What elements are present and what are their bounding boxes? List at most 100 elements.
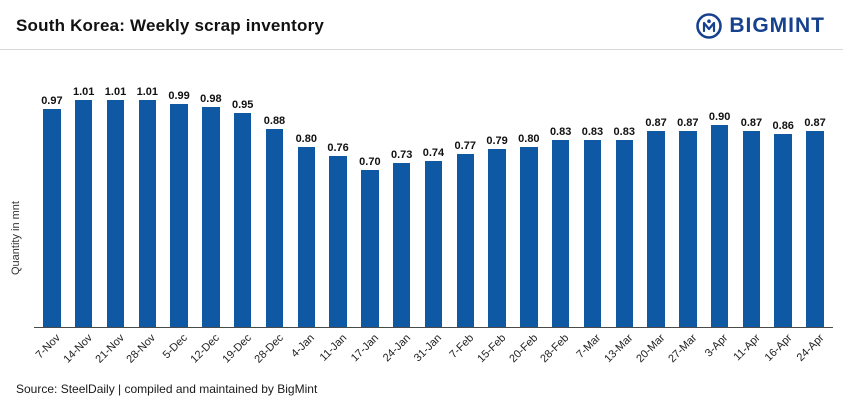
x-tick-label: 24-Jan: [380, 332, 413, 365]
bar: [774, 134, 792, 327]
bar-value-label: 0.87: [804, 117, 826, 129]
bar-value-label: 0.86: [772, 120, 794, 132]
bar-column: 0.99: [163, 90, 195, 327]
y-axis-label: Quantity in mnt: [10, 201, 22, 275]
x-tick: 28-Feb: [539, 328, 577, 380]
bar-column: 1.01: [68, 86, 100, 327]
bar-column: 0.95: [227, 99, 259, 327]
bar-column: 0.86: [767, 120, 799, 327]
x-tick: 24-Apr: [794, 328, 831, 380]
x-tick: 31-Jan: [412, 328, 450, 380]
bar-value-label: 0.83: [613, 126, 635, 138]
x-tick-label: 24-Apr: [794, 332, 827, 364]
source-note: Source: SteelDaily | compiled and mainta…: [16, 382, 318, 396]
chart-area: Quantity in mnt 0.97 1.01 1.01 1.01 0.99 0.98…: [0, 50, 843, 380]
bar-column: 0.90: [704, 111, 736, 327]
bar-column: 0.87: [799, 117, 831, 327]
bar: [710, 125, 729, 327]
bar-value-label: 0.88: [263, 115, 286, 127]
bar: [583, 140, 602, 327]
bar: [679, 131, 697, 327]
x-tick-label: 3-Apr: [703, 332, 731, 360]
bar-value-label: 0.90: [708, 111, 731, 123]
bar-column: 1.01: [100, 86, 132, 327]
x-axis-ticks: 7-Nov 14-Nov 21-Nov 28-Nov 5-Dec 12-Dec 19-Dec…: [34, 328, 833, 380]
bar-column: 0.79: [481, 135, 513, 327]
bar: [297, 147, 316, 327]
bar: [74, 100, 93, 327]
x-tick-label: 31-Jan: [412, 332, 445, 365]
bar-column: 0.80: [513, 133, 545, 327]
bar: [106, 100, 125, 327]
x-tick-label: 4-Jan: [289, 332, 318, 360]
bar-value-label: 0.83: [581, 126, 604, 138]
bar-value-label: 0.87: [677, 117, 699, 129]
header: South Korea: Weekly scrap inventory BIGM…: [0, 0, 843, 50]
bar-value-label: 0.98: [200, 93, 222, 105]
bar-value-label: 0.87: [740, 117, 763, 129]
bar-column: 0.73: [386, 149, 418, 327]
bar-column: 0.87: [672, 117, 704, 327]
page-title: South Korea: Weekly scrap inventory: [16, 16, 325, 35]
bar-value-label: 0.76: [327, 142, 349, 154]
bar: [520, 147, 538, 327]
bar-value-label: 0.80: [295, 133, 317, 145]
bar-column: 0.77: [449, 140, 481, 327]
bar-value-label: 0.95: [231, 99, 254, 111]
bar-value-label: 1.01: [136, 86, 158, 98]
bar-value-label: 0.79: [486, 135, 508, 147]
x-tick-label: 7-Feb: [447, 332, 477, 361]
bar-column: 0.98: [195, 93, 227, 327]
brand-logo: BIGMINT: [695, 12, 825, 40]
bar-column: 0.76: [322, 142, 354, 327]
bar: [806, 131, 824, 327]
bar-value-label: 0.97: [41, 95, 63, 107]
x-tick-label: 7-Mar: [574, 332, 604, 361]
bar: [615, 140, 633, 327]
bar-value-label: 1.01: [104, 86, 127, 98]
bar-value-label: 0.74: [422, 147, 445, 159]
bar: [170, 104, 188, 327]
bar: [647, 131, 665, 327]
x-tick-label: 11-Jan: [317, 332, 350, 364]
bar-column: 0.87: [736, 117, 768, 327]
bar: [456, 154, 474, 327]
bar-value-label: 0.70: [359, 156, 381, 168]
bar-column: 0.87: [640, 117, 672, 327]
bar: [424, 161, 443, 327]
plot-area: 0.97 1.01 1.01 1.01 0.99 0.98 0.95 0.88 0.80 0.76…: [34, 76, 833, 328]
bar-value-label: 0.77: [454, 140, 476, 152]
bar: [329, 156, 347, 327]
x-tick: 27-Mar: [666, 328, 704, 380]
bar-value-label: 0.80: [518, 133, 540, 145]
bar-value-label: 0.73: [390, 149, 413, 161]
x-tick: 28-Nov: [125, 328, 163, 380]
bar: [742, 131, 761, 327]
x-tick: 28-Dec: [252, 328, 291, 380]
x-tick-label: 16-Apr: [762, 332, 795, 364]
bar: [43, 109, 61, 327]
bigmint-logo-icon: [695, 12, 723, 40]
bar: [138, 100, 157, 327]
bar-column: 0.74: [418, 147, 450, 327]
bar: [361, 170, 379, 327]
bar-column: 0.83: [608, 126, 640, 327]
bar-column: 0.83: [577, 126, 609, 327]
bar: [202, 107, 220, 327]
bar-column: 0.83: [545, 126, 577, 327]
bar: [488, 149, 506, 327]
bar: [233, 113, 252, 327]
bar-column: 0.88: [259, 115, 291, 327]
bar-value-label: 0.83: [549, 126, 572, 138]
bar-value-label: 1.01: [72, 86, 95, 98]
x-tick-label: 7-Nov: [33, 332, 63, 362]
footer: Source: SteelDaily | compiled and mainta…: [0, 380, 843, 406]
brand-name: BIGMINT: [729, 14, 825, 37]
x-tick-label: 17-Jan: [348, 332, 381, 365]
bar-value-label: 0.99: [168, 90, 190, 102]
bar-column: 0.97: [36, 95, 68, 327]
bar-column: 0.80: [290, 133, 322, 327]
bar-column: 1.01: [131, 86, 163, 327]
bar: [392, 163, 411, 327]
